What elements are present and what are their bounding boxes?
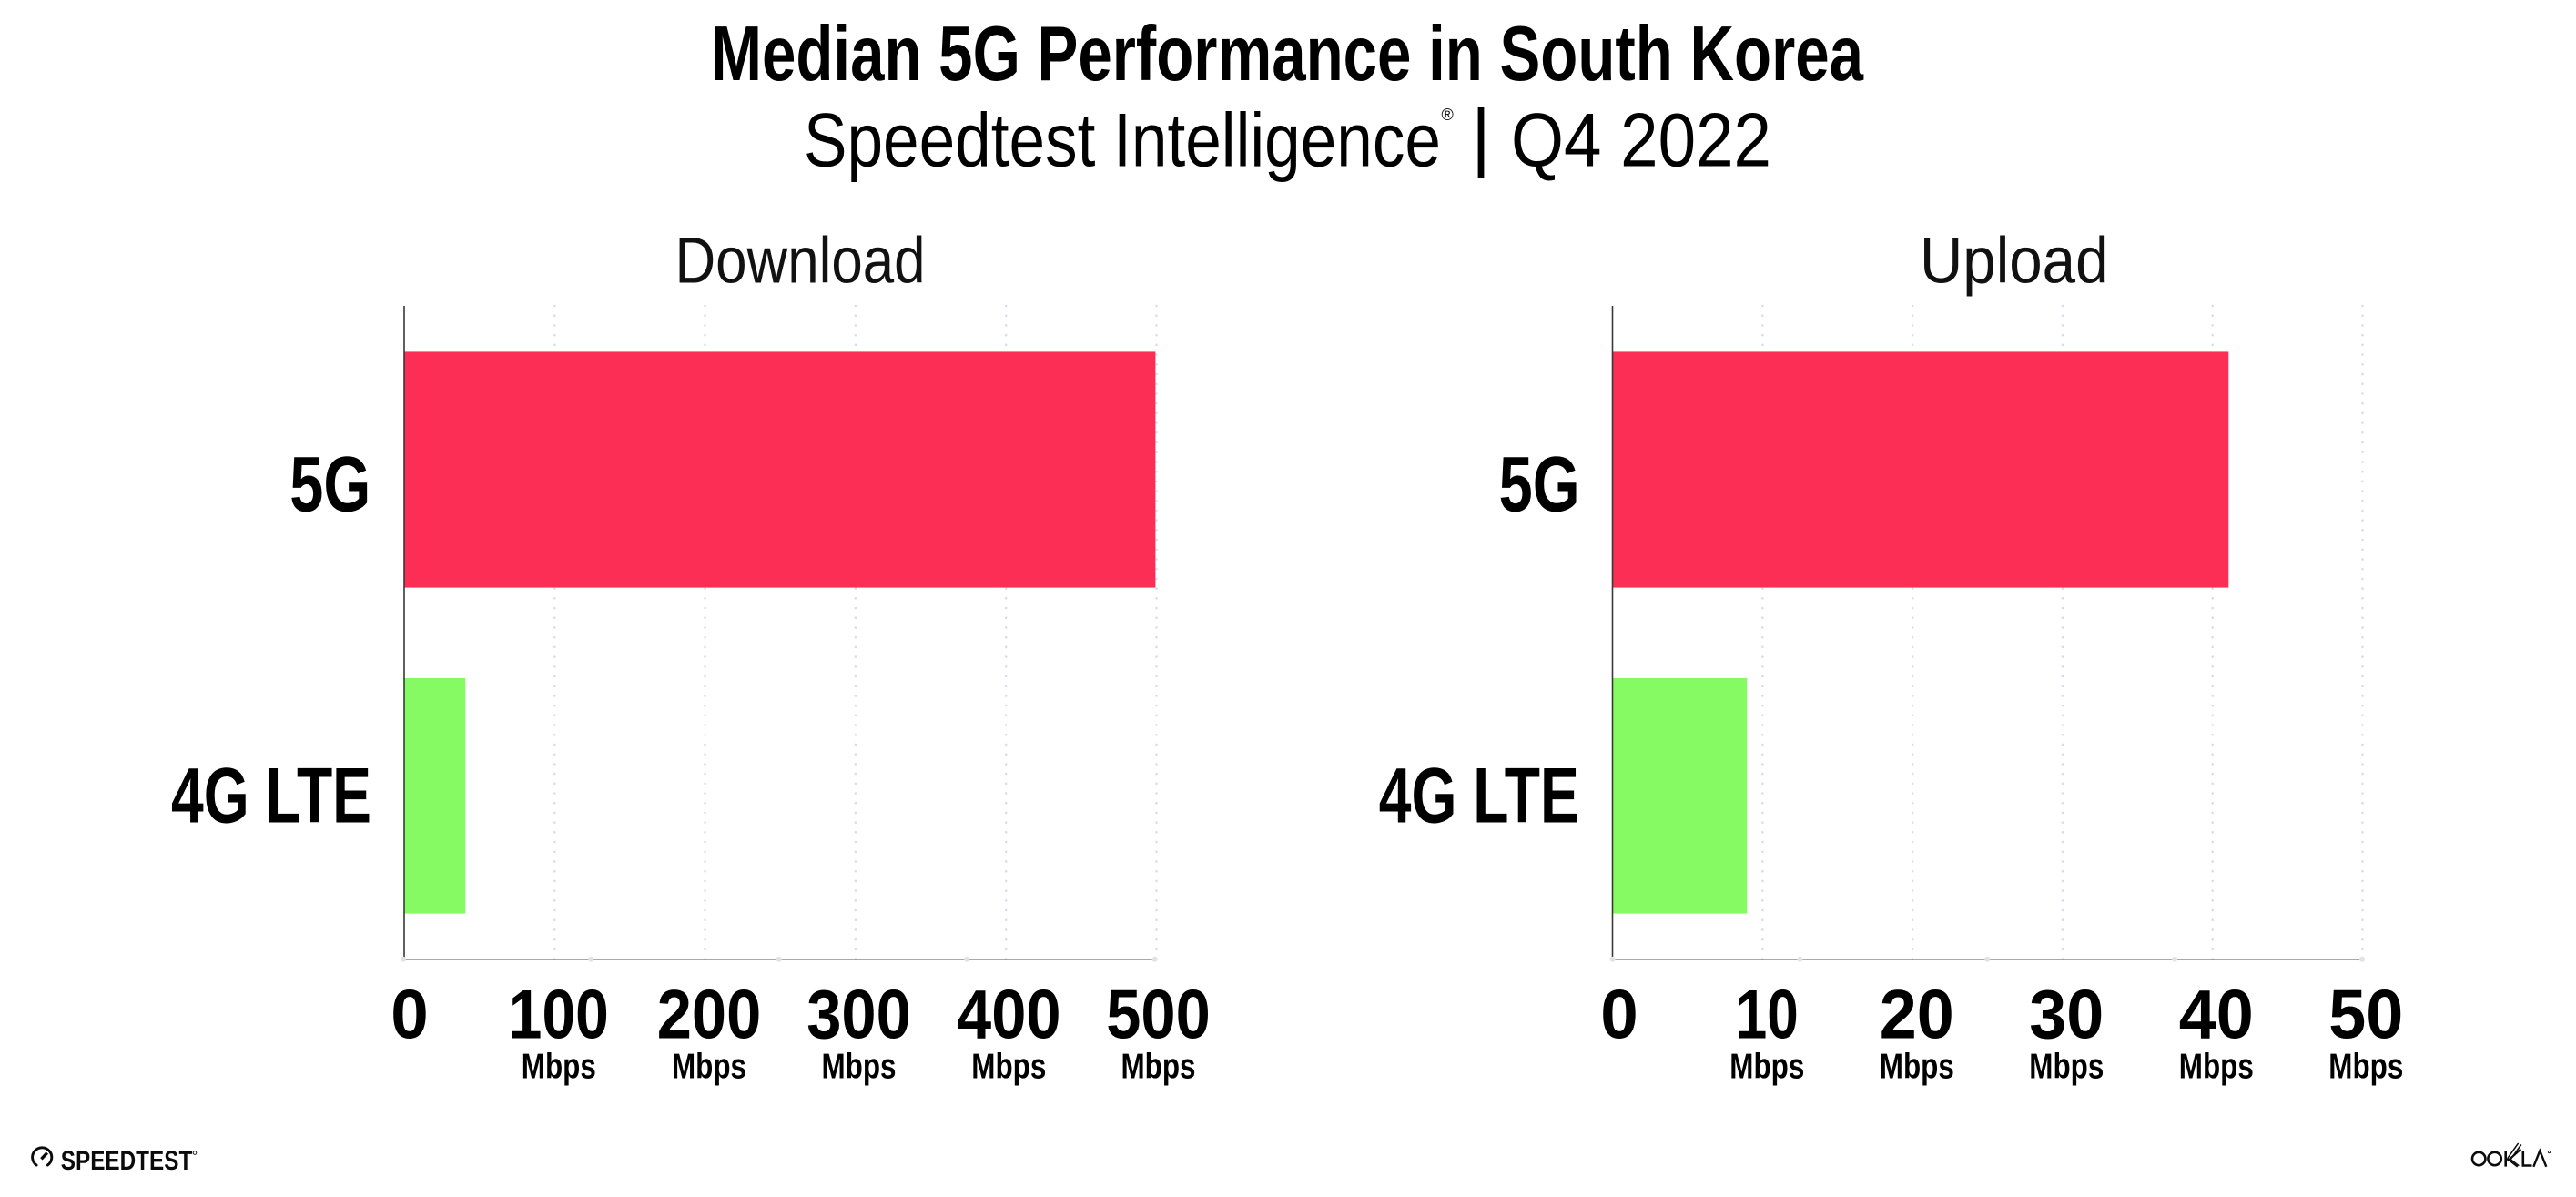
svg-text:30: 30 [2029, 976, 2104, 1053]
svg-text:300: 300 [806, 976, 911, 1053]
svg-text:500: 500 [1106, 976, 1211, 1053]
svg-text:200: 200 [657, 976, 762, 1053]
svg-text:Mbps: Mbps [672, 1048, 746, 1087]
svg-text:40: 40 [2179, 976, 2254, 1053]
svg-text:0: 0 [1600, 976, 1638, 1053]
svg-text:|: | [1471, 93, 1491, 178]
svg-text:Mbps: Mbps [1729, 1048, 1804, 1087]
svg-text:400: 400 [957, 976, 1061, 1053]
svg-text:Mbps: Mbps [2328, 1048, 2403, 1087]
svg-text:5G: 5G [289, 441, 370, 528]
svg-text:SPEEDTEST: SPEEDTEST [61, 1146, 193, 1176]
svg-text:Download: Download [675, 226, 926, 298]
svg-text:Mbps: Mbps [2029, 1048, 2104, 1087]
svg-text:100: 100 [509, 976, 609, 1053]
svg-text:Q4 2022: Q4 2022 [1511, 97, 1771, 183]
svg-text:4G LTE: 4G LTE [171, 753, 371, 840]
svg-text:20: 20 [1880, 976, 1954, 1053]
svg-text:Mbps: Mbps [1121, 1048, 1196, 1087]
svg-text:Median 5G Performance in South: Median 5G Performance in South Korea [711, 11, 1864, 97]
svg-text:50: 50 [2328, 976, 2403, 1053]
svg-text:4G LTE: 4G LTE [1379, 753, 1579, 840]
svg-text:5G: 5G [1499, 441, 1580, 528]
svg-text:Mbps: Mbps [2179, 1048, 2254, 1087]
svg-text:®: ® [1442, 106, 1454, 124]
svg-text:10: 10 [1736, 976, 1799, 1053]
svg-text:Speedtest Intelligence: Speedtest Intelligence [804, 97, 1441, 183]
svg-text:Mbps: Mbps [971, 1048, 1046, 1087]
svg-text:Mbps: Mbps [522, 1048, 596, 1087]
svg-text:Mbps: Mbps [822, 1048, 897, 1087]
svg-text:Mbps: Mbps [1880, 1048, 1954, 1087]
svg-text:Upload: Upload [1920, 226, 2109, 298]
svg-text:0: 0 [390, 976, 429, 1053]
